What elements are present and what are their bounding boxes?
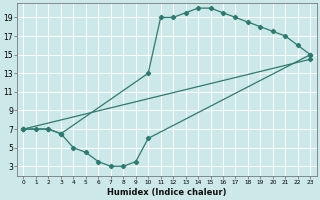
- X-axis label: Humidex (Indice chaleur): Humidex (Indice chaleur): [107, 188, 227, 197]
